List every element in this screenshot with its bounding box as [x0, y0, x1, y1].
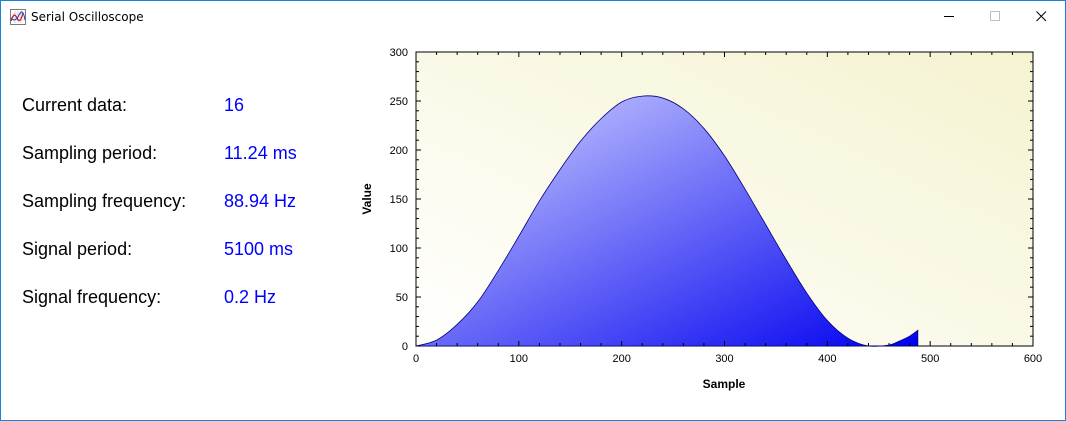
y-tick-label: 0: [402, 341, 408, 353]
close-icon: [1036, 11, 1047, 22]
x-axis-title: Sample: [703, 377, 746, 391]
y-tick-label: 50: [396, 292, 408, 304]
maximize-icon: [990, 11, 1000, 21]
minimize-icon: [944, 16, 954, 17]
x-axis: 0 100 200 300 400 500 600: [413, 52, 1042, 365]
y-tick-label: 100: [390, 243, 408, 255]
x-tick-label: 0: [413, 353, 419, 365]
oscilloscope-chart[interactable]: 0 100 200 300 400 500 600 0 50 100 150 200 250 300 S…: [351, 41, 1051, 401]
sampling-frequency-label: Sampling frequency:: [22, 191, 187, 211]
window-title: Serial Oscilloscope: [31, 10, 144, 24]
y-tick-label: 150: [390, 194, 408, 206]
y-tick-label: 300: [390, 47, 408, 59]
current-data-value: 16: [224, 95, 245, 115]
signal-frequency-label: Signal frequency:: [22, 287, 162, 307]
x-tick-label: 100: [510, 353, 528, 365]
signal-area: [415, 95, 919, 347]
title-bar[interactable]: Serial Oscilloscope: [1, 1, 1065, 32]
signal-frequency-value: 0.2 Hz: [224, 287, 277, 307]
signal-period-value: 5100 ms: [224, 239, 294, 259]
y-axis: 0 50 100 150 200 250 300: [390, 47, 1033, 353]
y-tick-label: 250: [390, 96, 408, 108]
sampling-frequency-value: 88.94 Hz: [224, 191, 297, 211]
x-tick-label: 400: [818, 353, 836, 365]
oscilloscope-icon: [10, 9, 26, 25]
x-tick-label: 500: [921, 353, 939, 365]
sampling-period-label: Sampling period:: [22, 143, 158, 163]
minimize-button[interactable]: [926, 1, 972, 32]
sampling-period-value: 11.24 ms: [224, 143, 297, 163]
current-data-label: Current data:: [22, 95, 128, 115]
x-tick-label: 200: [612, 353, 630, 365]
x-tick-label: 600: [1024, 353, 1042, 365]
y-tick-label: 200: [390, 145, 408, 157]
close-button[interactable]: [1018, 1, 1064, 32]
x-tick-label: 300: [715, 353, 733, 365]
maximize-button[interactable]: [972, 1, 1018, 32]
y-axis-title: Value: [360, 183, 374, 215]
signal-period-label: Signal period:: [22, 239, 133, 259]
